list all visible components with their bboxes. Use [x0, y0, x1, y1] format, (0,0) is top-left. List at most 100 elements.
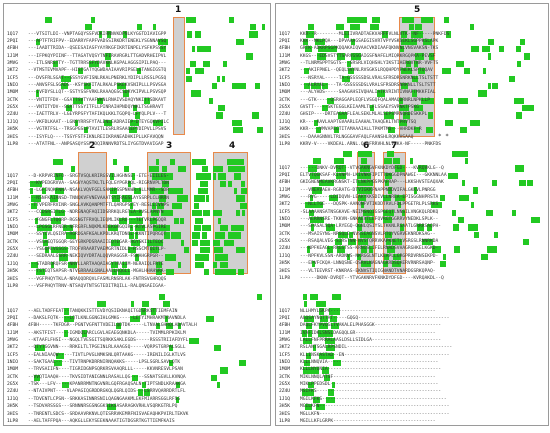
alignment-row: --TRVSAIIFN----TIGRIDGNPSQRKRSVAAQRLLL--…	[28, 367, 183, 373]
seq-name: 2PQI	[7, 39, 19, 45]
residue-highlight	[464, 68, 470, 75]
residue-highlight	[305, 404, 312, 411]
residue-highlight	[51, 261, 54, 269]
seq-name: 3KT2	[7, 345, 19, 351]
residue-highlight	[362, 150, 372, 157]
residue-highlight	[241, 180, 245, 187]
residue-highlight	[152, 202, 156, 210]
residue-highlight	[150, 217, 157, 224]
residue-highlight	[51, 247, 60, 254]
residue-highlight	[309, 389, 314, 396]
residue-highlight	[307, 246, 310, 253]
residue-highlight	[84, 82, 91, 90]
residue-highlight	[163, 300, 170, 308]
residue-highlight	[311, 224, 314, 231]
seq-name: 1NIO	[7, 360, 19, 366]
seq-name: 3HIS	[279, 134, 291, 140]
residue-highlight	[162, 180, 169, 187]
seq-name: 3MVG	[7, 61, 19, 67]
residue-highlight	[319, 352, 328, 359]
residue-highlight	[329, 194, 338, 202]
seq-name: 3HIS	[7, 276, 19, 282]
seq-name: 3H5K	[279, 127, 291, 133]
residue-highlight	[419, 105, 422, 112]
residue-highlight	[453, 150, 463, 157]
residue-highlight	[316, 127, 321, 134]
residue-highlight	[446, 31, 451, 38]
residue-highlight	[149, 165, 159, 173]
region-box-2	[78, 152, 107, 274]
residue-highlight	[201, 173, 211, 180]
seq-name: 1J1M	[279, 330, 291, 336]
residue-highlight	[50, 195, 55, 202]
residue-highlight	[458, 97, 468, 104]
seq-name: 1LP8	[7, 418, 19, 424]
residue-highlight	[137, 23, 142, 31]
seq-name: 1Q17	[7, 308, 19, 314]
seq-name: 3H5K	[7, 269, 19, 275]
residue-highlight	[519, 180, 526, 187]
residue-highlight	[153, 119, 163, 127]
alignment-row: ---VGTRTFSL--TRSGPGSLPTAVITLESRLRSAAGEPY…	[28, 127, 167, 133]
residue-highlight	[169, 359, 173, 367]
alignment-row: ---IAETTRLV--LGEYRPSFYTAFIKQLKKLTGQPQ-LF…	[28, 112, 167, 118]
residue-highlight	[141, 308, 146, 315]
alignment-block-bottom-left: --AELTADFFEAT--TANQKKISTTEVDYQSIEKNAQITG…	[28, 293, 197, 433]
seq-name: 1Q17	[7, 173, 19, 179]
residue-highlight	[328, 389, 334, 396]
residue-highlight	[257, 293, 262, 300]
residue-highlight	[31, 202, 37, 210]
residue-highlight	[203, 60, 208, 68]
seq-names-middle-left: 1Q17 2PQI 4FBH 1J1M 3MVG 3KT2 1CF5 1NIO 1MOM 3CTK…	[7, 158, 18, 298]
alignment-row: ---NLLTGE---DQSPK-AANQNFVTIKDDTRVLFDLPPG…	[300, 202, 439, 208]
alignment-row: --TTVPERFRVINR-SNGLAVKQANPMTFTLQARGPSTEY…	[28, 203, 170, 209]
residue-highlight	[161, 210, 170, 217]
residue-highlight	[348, 239, 354, 246]
residue-highlight	[168, 188, 178, 195]
residue-highlight	[192, 210, 202, 217]
residue-highlight	[392, 239, 402, 246]
residue-highlight	[59, 254, 68, 261]
residue-highlight	[66, 232, 76, 239]
residue-highlight	[166, 269, 174, 276]
residue-highlight	[211, 374, 217, 381]
residue-highlight	[232, 119, 242, 127]
residue-highlight	[128, 180, 131, 187]
residue-highlight	[337, 239, 342, 246]
residue-highlight	[337, 246, 345, 253]
residue-highlight	[111, 239, 120, 246]
residue-highlight	[358, 194, 366, 202]
alignment-row: ---AERRNSRE-TKKVN-GNKAEVTLEFQVRGTGGRRVYN…	[300, 217, 439, 223]
residue-highlight	[110, 188, 117, 195]
residue-highlight	[340, 53, 345, 60]
residue-highlight	[361, 202, 364, 209]
residue-highlight	[111, 261, 118, 269]
alignment-row: ---ATATFNL--ANPSASQYSSFIDQIRNNVRDTSLIYGG…	[28, 141, 164, 147]
residue-highlight	[220, 367, 228, 374]
residue-highlight	[351, 38, 355, 45]
residue-highlight	[454, 246, 460, 253]
seq-name: 2PQI	[279, 39, 291, 45]
seq-names-middle-right: 1Q17 2PQI 4FBH 1J1M 3MVG 3KT2 1CF5 1NIO 1MOM 3CTK…	[279, 150, 290, 290]
residue-highlight	[152, 173, 162, 180]
residue-highlight	[436, 202, 442, 209]
residue-highlight	[213, 261, 217, 269]
residue-highlight	[223, 180, 226, 187]
residue-highlight	[338, 112, 347, 119]
residue-highlight	[171, 254, 176, 261]
residue-highlight	[137, 68, 141, 75]
residue-highlight	[305, 202, 312, 209]
residue-highlight	[358, 239, 368, 246]
residue-highlight	[35, 217, 38, 224]
residue-highlight	[358, 216, 363, 224]
residue-highlight	[166, 323, 173, 330]
residue-highlight	[43, 224, 52, 232]
residue-highlight	[187, 31, 192, 38]
residue-highlight	[318, 46, 324, 53]
seq-name: 3KT2	[7, 68, 19, 74]
residue-highlight	[196, 158, 206, 165]
seq-name: 1MOM	[279, 367, 291, 373]
residue-highlight	[107, 404, 116, 411]
residue-highlight	[388, 246, 393, 253]
seq-name: 2Z4U	[7, 389, 19, 395]
